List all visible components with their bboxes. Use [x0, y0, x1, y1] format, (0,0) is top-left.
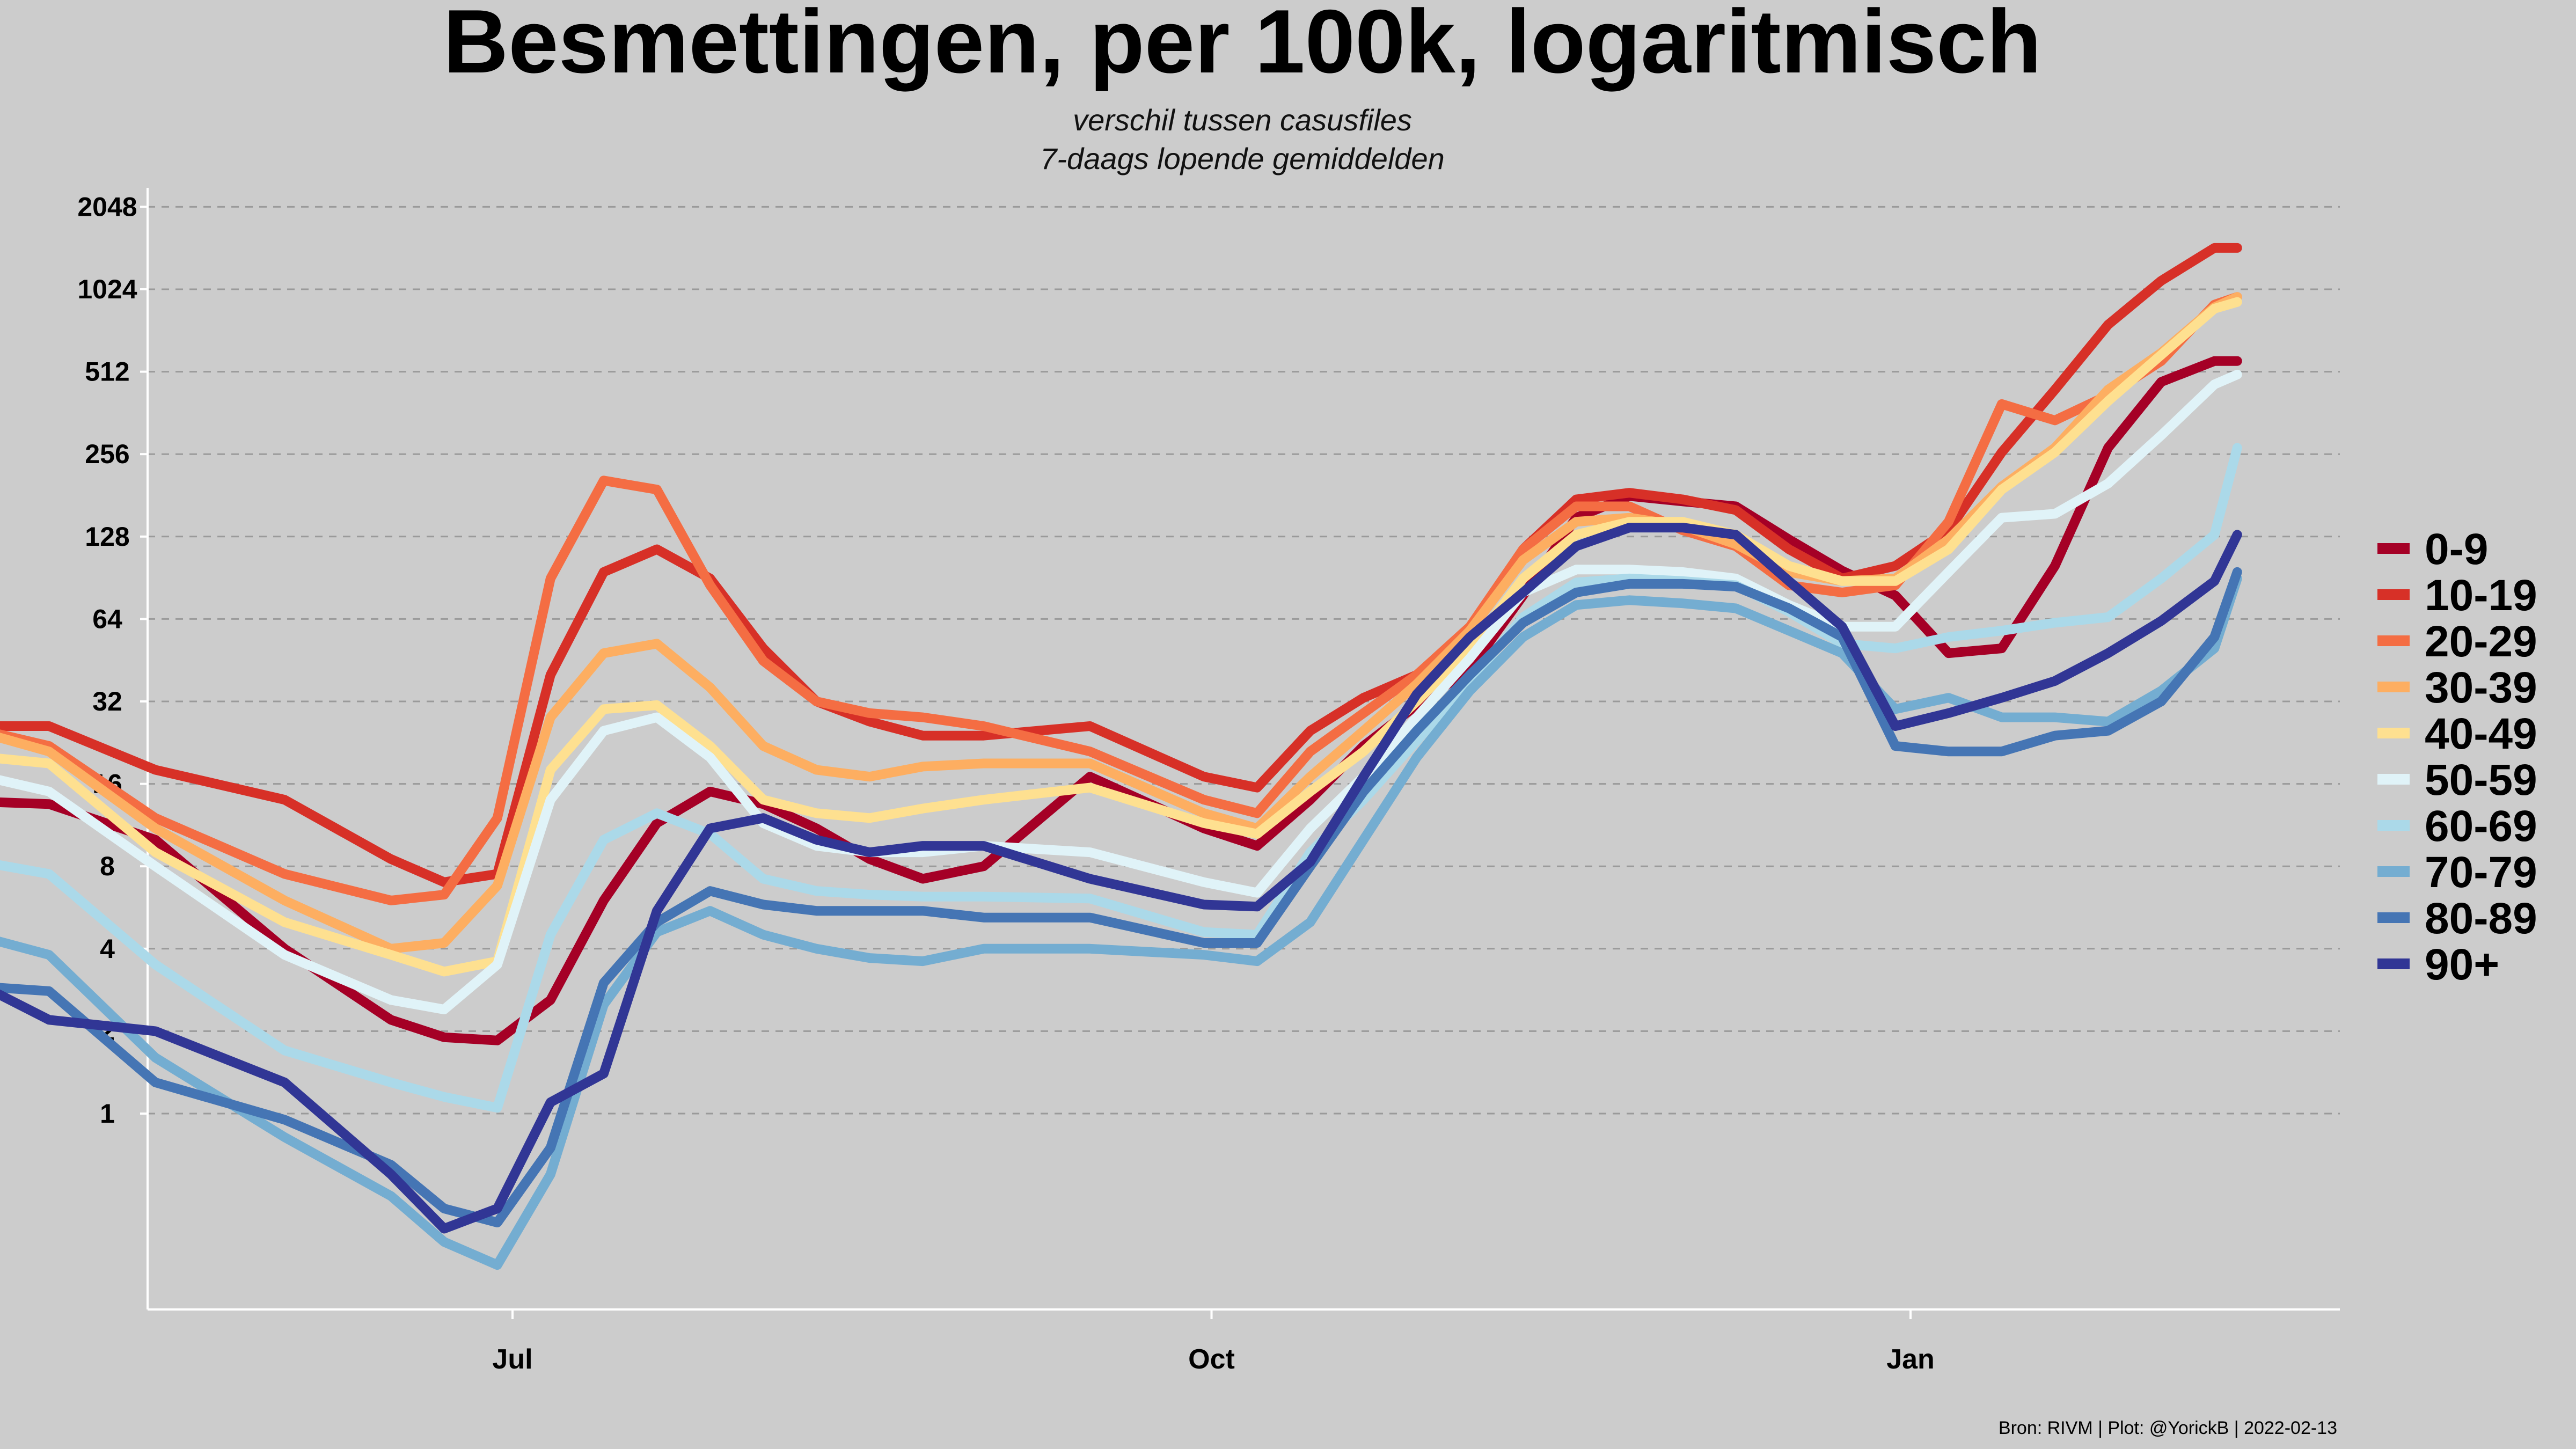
y-tick-label-32: 32	[92, 686, 122, 716]
legend-label-70-79: 70-79	[2425, 848, 2537, 897]
legend-label-40-49: 40-49	[2425, 709, 2537, 758]
y-tick-label-512: 512	[85, 357, 129, 387]
legend-label-80-89: 80-89	[2425, 894, 2537, 943]
series-line-70-79	[0, 573, 2242, 1270]
chart-title: Besmettingen, per 100k, logaritmisch	[443, 0, 2041, 92]
legend-label-10-19: 10-19	[2425, 571, 2537, 620]
y-tick-label-2048: 2048	[77, 192, 137, 222]
y-tick-label-64: 64	[92, 604, 122, 634]
chart-subtitle-line-2: 7-daags lopende gemiddelden	[1040, 142, 1444, 175]
x-tick-labels: Jul Oct Jan	[492, 1309, 1935, 1375]
chart-caption: Bron: RIVM | Plot: @YorickB | 2022-02-13	[1999, 1418, 2337, 1438]
legend-label-50-59: 50-59	[2425, 756, 2537, 804]
legend-label-30-39: 30-39	[2425, 663, 2537, 712]
y-tick-label-256: 256	[85, 439, 129, 469]
legend-label-60-69: 60-69	[2425, 802, 2537, 851]
y-tick-label-4: 4	[100, 934, 115, 964]
y-tick-label-128: 128	[85, 522, 129, 552]
series-line-90plus	[0, 523, 2242, 1234]
x-tick-label-oct: Oct	[1188, 1344, 1235, 1375]
legend: 0-910-1920-2930-3940-4950-5960-6970-7980…	[2377, 525, 2537, 989]
series-line-20-29	[0, 292, 2242, 905]
y-tick-label-1: 1	[100, 1099, 115, 1129]
series-line-80-89	[0, 567, 2242, 1227]
legend-label-20-29: 20-29	[2425, 617, 2537, 666]
series-lines	[0, 243, 2242, 1270]
x-tick-label-jul: Jul	[492, 1344, 532, 1375]
series-line-60-69	[0, 443, 2242, 1113]
y-tick-label-8: 8	[100, 851, 115, 881]
x-tick-label-jan: Jan	[1886, 1344, 1935, 1375]
legend-label-90plus: 90+	[2425, 940, 2499, 989]
y-tick-label-1024: 1024	[77, 274, 137, 304]
legend-label-0-9: 0-9	[2425, 525, 2489, 574]
series-line-40-49	[0, 297, 2242, 977]
series-line-50-59	[0, 369, 2242, 1014]
series-line-30-39	[0, 292, 2242, 954]
chart-subtitle-line-1: verschil tussen casusfiles	[1073, 103, 1412, 137]
